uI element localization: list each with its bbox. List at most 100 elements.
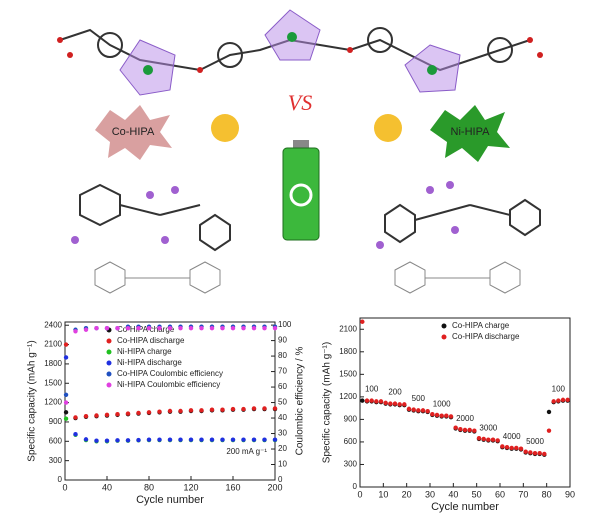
legend-marker <box>106 349 112 355</box>
data-point <box>125 411 131 416</box>
y-tick-label: 0 <box>353 482 358 491</box>
step-label: 4000 <box>503 432 521 441</box>
x-tick-label: 160 <box>225 482 240 492</box>
data-point <box>462 427 468 433</box>
data-point <box>63 410 69 415</box>
data-point <box>230 437 236 442</box>
atoms-purple <box>71 181 459 249</box>
data-point <box>188 437 194 442</box>
x-tick-label: 30 <box>425 489 435 499</box>
data-point <box>63 400 69 405</box>
data-point <box>486 437 491 442</box>
y-tick-label: 2400 <box>44 320 62 329</box>
data-point <box>528 450 533 455</box>
data-point <box>411 407 416 412</box>
step-label: 100 <box>365 384 379 393</box>
y-tick-label: 600 <box>344 437 358 446</box>
data-point <box>262 325 267 331</box>
annotation: 200 mA g⁻¹ <box>226 447 267 456</box>
data-point <box>448 414 454 419</box>
data-point <box>241 325 246 331</box>
step-label: 500 <box>412 394 426 403</box>
molecule-right <box>384 198 541 294</box>
data-point <box>136 437 141 443</box>
data-point <box>220 437 225 442</box>
data-point <box>146 325 152 331</box>
y-tick-label: 1200 <box>44 398 62 407</box>
x-tick-label: 50 <box>472 489 482 499</box>
y-tick-label: 1500 <box>44 378 62 387</box>
data-point <box>439 413 444 418</box>
x-tick-label: 0 <box>62 482 67 492</box>
y2-tick-label: 10 <box>278 460 287 469</box>
data-point <box>532 451 538 456</box>
legend-label: Co-HIPA charge <box>117 325 175 334</box>
data-point <box>146 437 152 442</box>
legend-marker <box>106 371 112 377</box>
data-point <box>551 399 556 404</box>
step-label: 200 <box>388 387 402 396</box>
x-tick-label: 10 <box>378 489 388 499</box>
data-point <box>241 406 246 412</box>
data-point <box>209 325 215 331</box>
data-point <box>406 406 412 412</box>
data-point <box>63 342 69 347</box>
vs-label: VS <box>288 90 312 115</box>
ni-badge <box>430 105 510 162</box>
data-point <box>167 437 173 442</box>
y-axis-title: Specific capacity (mAh g⁻¹) <box>27 340 38 461</box>
legend-marker <box>441 323 447 329</box>
x-tick-label: 60 <box>495 489 505 499</box>
data-point <box>420 408 426 413</box>
data-point <box>188 408 194 413</box>
data-point <box>444 413 449 418</box>
data-point <box>425 408 430 414</box>
data-point <box>369 398 374 403</box>
oxygen-atoms <box>57 37 543 73</box>
emoji <box>211 114 239 142</box>
data-point <box>146 410 152 415</box>
x-tick-label: 40 <box>448 489 458 499</box>
legend-label: Co-HIPA Coulombic efficiency <box>117 369 223 378</box>
legend-label: Co-HIPA discharge <box>117 336 185 345</box>
data-point <box>125 438 131 443</box>
data-point <box>230 406 236 412</box>
data-point <box>83 413 89 419</box>
data-point <box>115 438 120 443</box>
legend-marker <box>106 382 112 388</box>
data-point <box>63 355 69 360</box>
data-point <box>83 327 89 332</box>
data-point <box>378 399 384 404</box>
data-point <box>220 325 225 331</box>
x-tick-label: 200 <box>267 482 282 492</box>
x-axis-title: Cycle number <box>431 501 499 513</box>
y2-tick-label: 60 <box>278 382 287 391</box>
y-tick-label: 0 <box>58 475 63 484</box>
y-tick-label: 2100 <box>339 324 357 333</box>
data-point <box>490 437 496 442</box>
data-point <box>178 408 183 414</box>
data-point <box>115 325 120 331</box>
data-point <box>63 416 69 421</box>
molecule-left <box>79 183 231 294</box>
data-point <box>453 425 458 430</box>
data-point <box>392 401 398 406</box>
data-point <box>104 325 110 331</box>
legend-marker <box>441 334 447 340</box>
data-point <box>476 435 482 441</box>
data-point <box>157 437 162 442</box>
x-tick-label: 80 <box>542 489 552 499</box>
data-point <box>63 392 69 398</box>
y-tick-label: 1800 <box>44 359 62 368</box>
step-label: 5000 <box>526 437 544 446</box>
data-point <box>546 409 552 415</box>
data-point <box>251 406 257 411</box>
y-tick-label: 300 <box>49 456 63 465</box>
data-point <box>83 437 89 442</box>
data-point <box>523 449 528 454</box>
data-point <box>94 438 99 443</box>
data-point <box>241 437 246 442</box>
step-label: 3000 <box>479 424 497 433</box>
y-tick-label: 1200 <box>339 392 357 401</box>
y2-tick-label: 50 <box>278 398 287 407</box>
